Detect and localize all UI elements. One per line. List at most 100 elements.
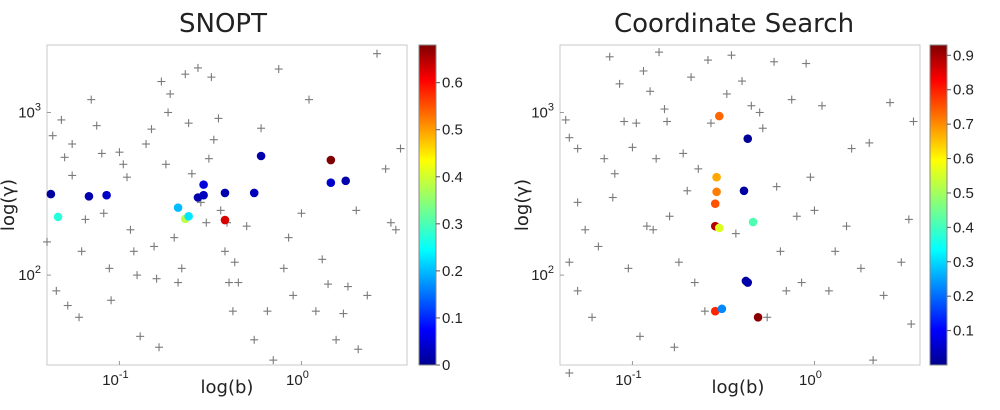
data-point	[256, 151, 266, 161]
data-point	[53, 212, 63, 222]
trial-point	[396, 144, 405, 153]
trial-point	[77, 247, 86, 256]
trial-point	[886, 98, 894, 107]
colorbar-tick-label: 0.6	[442, 75, 463, 92]
trial-point	[214, 114, 223, 123]
y-tick-label: 102	[531, 264, 554, 284]
colorbar-tick-label: 0.1	[442, 310, 463, 327]
y-tick-labels: 102 103	[531, 101, 564, 284]
data-point	[743, 134, 753, 143]
trial-point	[318, 255, 327, 264]
trial-point	[565, 369, 574, 378]
trial-point	[610, 169, 619, 178]
trial-point	[207, 73, 216, 82]
colorbar-tick-label: 0.5	[953, 185, 974, 202]
trial-point	[810, 206, 819, 215]
trial-point	[856, 264, 865, 273]
y-axis-label: log(γ)	[512, 179, 533, 231]
trial-point	[561, 115, 570, 124]
colorbar-tick-label: 0.6	[953, 151, 974, 168]
trial-point	[573, 198, 582, 207]
colorbar-tick-label: 0.2	[953, 288, 974, 305]
colorbar-tick-label: 0.1	[953, 323, 974, 340]
chart-title: SNOPT	[179, 9, 267, 39]
trial-point	[600, 154, 609, 163]
trial-point	[142, 140, 151, 149]
trial-point	[126, 225, 135, 234]
trial-point	[772, 182, 781, 191]
trial-point	[68, 171, 77, 180]
trial-point	[63, 301, 72, 310]
trial-point	[770, 57, 779, 66]
trial-point	[731, 229, 740, 238]
trial-point	[99, 209, 108, 218]
x-axis-label: log(b)	[712, 377, 765, 398]
trial-point	[687, 73, 696, 82]
colorbar-tick-label: 0.3	[953, 254, 974, 271]
trial-point	[150, 242, 159, 251]
trial-point	[797, 278, 806, 287]
trial-point	[136, 332, 145, 341]
trial-point	[847, 144, 856, 153]
trial-point	[289, 291, 298, 300]
colorbar-tick-label: 0.2	[442, 263, 463, 280]
data-point	[714, 223, 724, 233]
chart-title: Coordinate Search	[614, 9, 854, 39]
colorbar-tick-label: 0.9	[953, 47, 974, 64]
trial-point	[297, 209, 306, 218]
trial-point	[674, 258, 683, 267]
trial-point	[57, 115, 66, 124]
trial-point	[683, 186, 692, 195]
colorbar	[419, 45, 436, 365]
trial-point	[646, 87, 655, 96]
trial-point	[660, 105, 669, 114]
trial-point	[152, 274, 161, 283]
trial-point	[177, 264, 186, 273]
trial-point	[690, 278, 699, 287]
trial-point	[565, 258, 574, 267]
trial-point	[170, 233, 179, 242]
data-point	[220, 188, 230, 198]
trial-point	[60, 153, 69, 162]
trial-point	[722, 89, 731, 98]
trial-point	[304, 95, 313, 104]
data-point	[710, 306, 720, 316]
trial-point	[381, 164, 390, 173]
trial-point	[573, 144, 582, 153]
trial-point	[703, 56, 712, 65]
trial-point	[615, 79, 624, 88]
trial-point	[655, 48, 664, 57]
trial-point	[187, 169, 196, 178]
trial-points-layer	[561, 48, 918, 378]
trial-point	[755, 108, 764, 117]
x-tick-label: 100	[799, 369, 822, 389]
trial-point	[573, 286, 582, 295]
colorbar-tick-label: 0.4	[953, 219, 974, 236]
trial-point	[605, 52, 614, 61]
plot-frame	[46, 44, 408, 366]
trial-point	[234, 278, 243, 287]
colorbar-frame	[418, 44, 437, 366]
trial-point	[354, 345, 363, 354]
trial-point	[565, 133, 574, 142]
trial-point	[119, 160, 128, 169]
trial-point	[324, 280, 333, 289]
trial-point	[869, 356, 878, 365]
trial-point	[166, 89, 175, 98]
trial-point	[665, 212, 674, 221]
trial-point	[52, 286, 61, 295]
trial-point	[230, 258, 239, 267]
trial-point	[174, 278, 183, 287]
trial-point	[193, 63, 202, 72]
data-point	[341, 176, 351, 186]
trial-point	[776, 247, 785, 256]
trial-point	[649, 225, 658, 234]
data-point	[184, 211, 193, 221]
trial-point	[352, 206, 361, 215]
trial-point	[706, 119, 715, 128]
trial-point	[679, 149, 688, 158]
trial-point	[620, 117, 629, 126]
data-point	[739, 186, 749, 196]
